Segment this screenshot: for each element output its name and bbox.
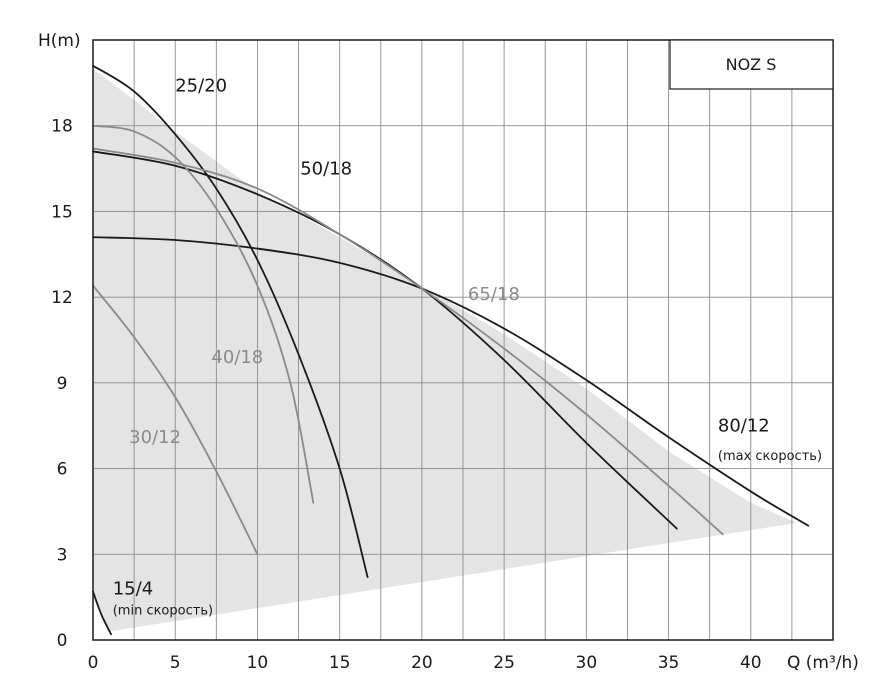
plot-border bbox=[92, 39, 834, 641]
plot-frame bbox=[92, 39, 834, 641]
speed-note: (max скорость) bbox=[718, 449, 822, 464]
operating-area bbox=[93, 68, 797, 632]
curve-15-4 bbox=[92, 590, 112, 636]
x-tick-label: 25 bbox=[493, 653, 515, 673]
y-axis-label: H(m) bbox=[38, 31, 81, 51]
tick-labels: 0 5 10 15 20 25 30 35 40 0 3 6 9 12 15 18 bbox=[51, 117, 761, 673]
operating-area-fill bbox=[93, 68, 797, 632]
y-tick-label: 3 bbox=[57, 545, 68, 565]
y-tick-label: 15 bbox=[51, 202, 73, 222]
curve-label-30-12: 30/12 bbox=[129, 427, 181, 448]
grid bbox=[93, 40, 833, 640]
curve-30-12 bbox=[92, 284, 259, 556]
y-tick-label: 0 bbox=[57, 631, 68, 651]
x-tick-label: 30 bbox=[576, 653, 598, 673]
x-tick-label: 35 bbox=[658, 653, 680, 673]
y-tick-label: 12 bbox=[51, 288, 73, 308]
curve-label-40-18: 40/18 bbox=[211, 347, 263, 368]
y-tick-label: 9 bbox=[57, 374, 68, 394]
curve-25-20 bbox=[92, 64, 369, 579]
curve-40-18 bbox=[92, 124, 315, 504]
x-axis-label: Q (m³/h) bbox=[787, 653, 859, 673]
curve-80-12 bbox=[92, 236, 810, 527]
curve-65-18 bbox=[92, 147, 724, 536]
title-box: NOZ S bbox=[669, 39, 834, 90]
curves bbox=[92, 64, 810, 636]
x-tick-label: 0 bbox=[88, 653, 99, 673]
x-tick-label: 20 bbox=[411, 653, 433, 673]
x-tick-label: 15 bbox=[329, 653, 351, 673]
x-tick-label: 5 bbox=[170, 653, 181, 673]
curve-label-15-4: 15/4 bbox=[113, 578, 153, 599]
speed-note: (min скорость) bbox=[113, 603, 213, 618]
x-tick-label: 10 bbox=[247, 653, 269, 673]
curve-labels: 25/20 50/18 65/18 40/18 30/12 80/12 15/4 (max с… bbox=[113, 75, 822, 618]
y-tick-label: 18 bbox=[51, 117, 73, 137]
curve-label-65-18: 65/18 bbox=[468, 284, 520, 305]
curve-label-50-18: 50/18 bbox=[300, 158, 352, 179]
curve-label-25-20: 25/20 bbox=[175, 75, 227, 96]
x-tick-label: 40 bbox=[740, 653, 762, 673]
y-tick-label: 6 bbox=[57, 460, 68, 480]
chart-title: NOZ S bbox=[726, 55, 777, 74]
curve-label-80-12: 80/12 bbox=[718, 415, 770, 436]
